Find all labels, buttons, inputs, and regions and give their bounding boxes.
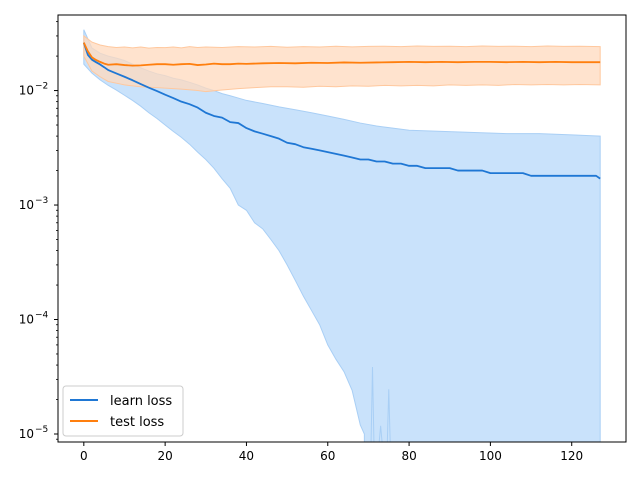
y-tick-exponent: −2 (35, 82, 48, 92)
legend-label-test-loss: test loss (110, 415, 164, 430)
legend-box (62, 385, 184, 437)
legend-label-learn-loss: learn loss (110, 394, 172, 409)
band-test-loss (83, 34, 601, 93)
legend: learn loss test loss (62, 385, 184, 437)
x-tick-label: 80 (401, 449, 416, 463)
band-spike-learn-loss (378, 425, 383, 442)
x-axis: 0 20 40 60 80 100 120 (80, 442, 583, 463)
y-tick-exponent: −4 (35, 311, 49, 321)
y-tick-label: 10 (19, 427, 34, 441)
x-tick-label: 100 (479, 449, 502, 463)
plot-frame (57, 14, 627, 443)
y-tick-exponent: −5 (35, 425, 48, 435)
x-tick-label: 20 (157, 449, 172, 463)
y-tick-label: 10 (19, 313, 34, 327)
y-axis: 10−210−310−410−5 (19, 21, 58, 441)
x-tick-label: 0 (80, 449, 88, 463)
line-test-loss (83, 42, 601, 67)
band-spike-learn-loss (386, 389, 391, 442)
y-tick-exponent: −3 (35, 196, 48, 206)
line-learn-loss (82, 42, 601, 180)
x-tick-label: 120 (560, 449, 583, 463)
y-tick-label: 10 (19, 198, 34, 212)
x-tick-label: 60 (320, 449, 335, 463)
band-spike-learn-loss (370, 366, 375, 442)
x-tick-label: 40 (239, 449, 254, 463)
y-tick-label: 10 (19, 84, 34, 98)
